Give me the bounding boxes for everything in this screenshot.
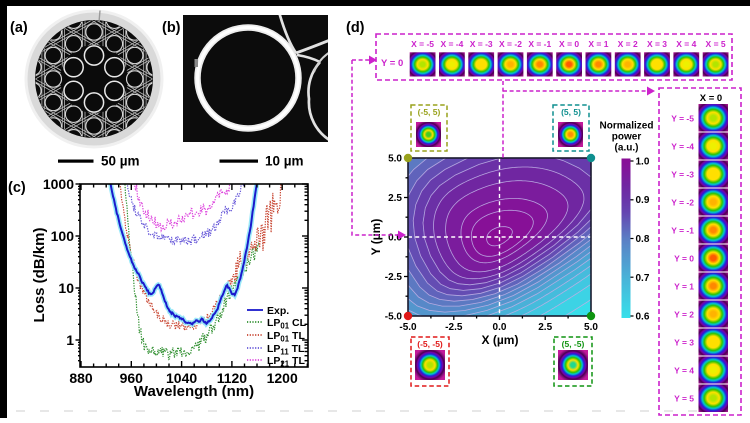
svg-text:power: power (612, 132, 642, 143)
svg-text:(5, -5): (5, -5) (562, 339, 585, 349)
svg-text:0.9: 0.9 (636, 195, 650, 206)
svg-text:1.0: 1.0 (636, 157, 650, 168)
svg-text:X = -5: X = -5 (411, 39, 434, 49)
svg-text:-2.5: -2.5 (385, 272, 403, 283)
svg-text:Y = 3: Y = 3 (674, 338, 694, 348)
svg-text:50 µm: 50 µm (101, 154, 140, 169)
svg-text:Normalized: Normalized (600, 121, 654, 132)
svg-text:Y = -4: Y = -4 (671, 142, 694, 152)
svg-text:960: 960 (120, 370, 144, 386)
svg-text:(d): (d) (346, 20, 365, 36)
svg-text:(5, 5): (5, 5) (561, 107, 581, 117)
svg-text:Y = -2: Y = -2 (671, 198, 694, 208)
svg-text:X (µm): X (µm) (482, 333, 519, 347)
svg-text:Y = 1: Y = 1 (674, 282, 694, 292)
svg-text:X = -3: X = -3 (470, 39, 493, 49)
svg-text:Loss (dB/km): Loss (dB/km) (31, 227, 48, 322)
svg-text:Y = -5: Y = -5 (671, 114, 694, 124)
svg-text:Y = 0: Y = 0 (381, 58, 403, 69)
svg-text:(a): (a) (10, 20, 28, 36)
svg-text:Y = 5: Y = 5 (674, 394, 694, 404)
svg-text:10 µm: 10 µm (265, 154, 304, 169)
svg-text:0.8: 0.8 (636, 234, 650, 245)
svg-text:880: 880 (69, 370, 93, 386)
svg-text:Exp.: Exp. (267, 305, 289, 317)
svg-text:X = 1: X = 1 (588, 39, 608, 49)
svg-text:(a.u.): (a.u.) (615, 143, 639, 154)
svg-text:1040: 1040 (166, 370, 197, 386)
svg-text:Wavelength (nm): Wavelength (nm) (134, 383, 254, 400)
svg-text:1: 1 (66, 332, 74, 348)
svg-text:-2.5: -2.5 (445, 322, 463, 333)
svg-text:1120: 1120 (217, 370, 248, 386)
svg-text:LP01 TL: LP01 TL (267, 330, 305, 343)
svg-text:X = 5: X = 5 (706, 39, 726, 49)
svg-text:X = -1: X = -1 (528, 39, 551, 49)
svg-text:0.0: 0.0 (388, 233, 402, 244)
svg-text:5.0: 5.0 (584, 322, 598, 333)
svg-text:1200: 1200 (267, 370, 298, 386)
svg-text:X = -4: X = -4 (440, 39, 463, 49)
svg-text:LP11 TL: LP11 TL (267, 343, 305, 356)
svg-text:Y = -3: Y = -3 (671, 170, 694, 180)
svg-text:Y = 4: Y = 4 (674, 366, 694, 376)
svg-text:X = 0: X = 0 (559, 39, 579, 49)
svg-text:(-5, 5): (-5, 5) (418, 107, 441, 117)
svg-text:5.0: 5.0 (388, 154, 402, 165)
svg-text:X = 3: X = 3 (647, 39, 667, 49)
svg-text:100: 100 (51, 228, 75, 244)
svg-text:LP01 CL: LP01 CL (267, 317, 307, 330)
svg-text:Y = 0: Y = 0 (674, 254, 694, 264)
svg-text:1000: 1000 (43, 176, 74, 192)
svg-text:0.0: 0.0 (493, 322, 507, 333)
svg-text:X = 4: X = 4 (676, 39, 696, 49)
svg-text:(b): (b) (162, 20, 181, 36)
svg-text:0.6: 0.6 (636, 312, 650, 323)
svg-text:-5.0: -5.0 (399, 322, 417, 333)
svg-text:X = 2: X = 2 (618, 39, 638, 49)
svg-text:2.5: 2.5 (538, 322, 552, 333)
svg-text:-5.0: -5.0 (385, 312, 403, 323)
svg-text:X = 0: X = 0 (700, 93, 722, 104)
svg-text:2.5: 2.5 (388, 193, 402, 204)
svg-text:Y (µm): Y (µm) (369, 219, 383, 256)
svg-text:X = -2: X = -2 (499, 39, 522, 49)
svg-text:LP21 TL: LP21 TL (267, 355, 305, 368)
svg-text:0.7: 0.7 (636, 273, 650, 284)
svg-text:10: 10 (58, 280, 74, 296)
svg-text:Y = -1: Y = -1 (671, 226, 694, 236)
svg-text:(c): (c) (8, 180, 26, 196)
svg-text:Y = 2: Y = 2 (674, 310, 694, 320)
svg-text:(-5, -5): (-5, -5) (417, 339, 443, 349)
